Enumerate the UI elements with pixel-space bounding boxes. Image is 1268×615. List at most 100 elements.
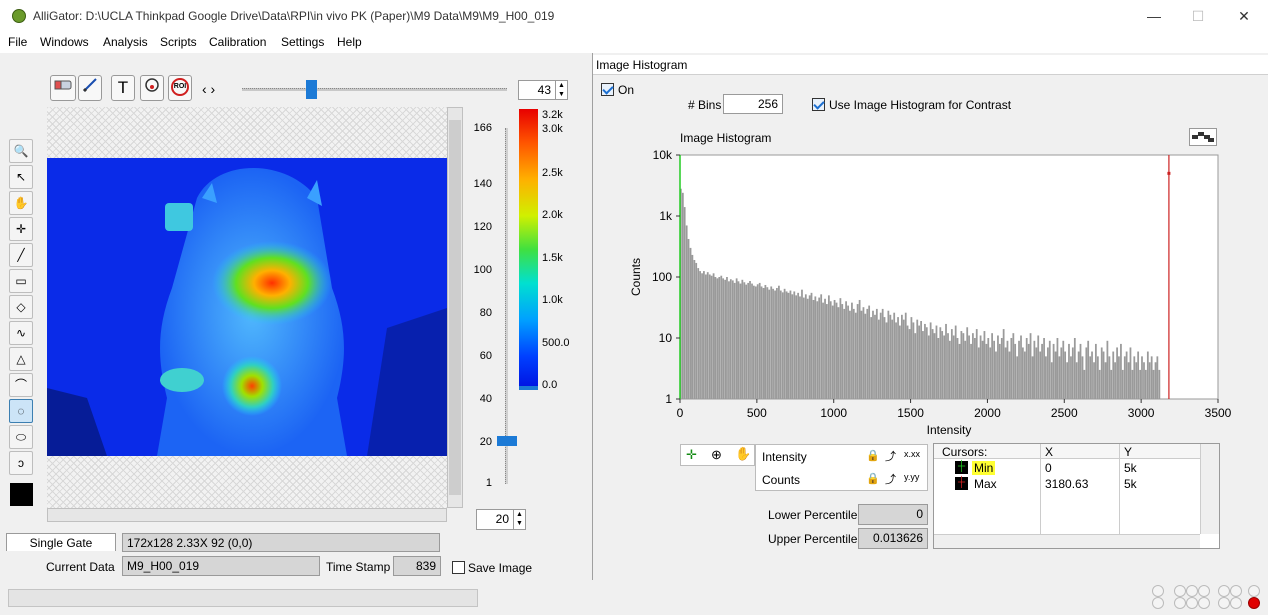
histogram-bar xyxy=(1045,356,1047,399)
tab-single-gate[interactable]: Single Gate xyxy=(6,533,116,551)
cursor-table[interactable]: Cursors: X Y ┼ Min 0 5k ┼ Max 3180.63 5k xyxy=(933,443,1220,549)
histogram-bar xyxy=(1150,356,1153,399)
freeform-roi-tool-button[interactable]: ◌ xyxy=(9,399,33,423)
hand-tool-button[interactable]: ✋ xyxy=(9,191,33,215)
histogram-bar xyxy=(920,321,922,399)
menu-analysis[interactable]: Analysis xyxy=(103,35,148,49)
diamond-tool-button[interactable]: ◇ xyxy=(9,295,33,319)
stethoscope-button[interactable] xyxy=(140,75,164,101)
histogram-bar xyxy=(1137,351,1140,399)
pen-button[interactable] xyxy=(78,75,102,101)
zoom-icon: 🔍 xyxy=(13,144,29,158)
gate-slider-thumb[interactable] xyxy=(497,436,517,446)
current-data-field: M9_H00_019 xyxy=(122,556,320,576)
histogram-bar xyxy=(1008,351,1011,399)
status-led-icon xyxy=(1198,597,1210,609)
gate-spinner[interactable]: ▲ ▼ xyxy=(513,510,525,529)
histogram-bar xyxy=(939,327,942,399)
menu-windows[interactable]: Windows xyxy=(40,35,89,49)
close-button[interactable]: ✕ xyxy=(1238,8,1250,24)
lock-icon[interactable]: 🔒 xyxy=(866,473,880,485)
histogram-bar xyxy=(851,302,853,399)
rectangle-tool-button[interactable]: ▭ xyxy=(9,269,33,293)
eraser-button[interactable] xyxy=(50,75,76,101)
histogram-bar xyxy=(681,192,684,399)
frame-slider-thumb[interactable] xyxy=(306,80,317,99)
panel-splitter[interactable] xyxy=(592,53,593,580)
fluorescence-image[interactable] xyxy=(47,158,447,456)
color-swatch[interactable] xyxy=(10,483,33,506)
gate-slider-track[interactable] xyxy=(505,128,508,484)
histogram-bar xyxy=(862,307,865,399)
histogram-plot[interactable]: 1 10 100 1k 10k 0 500 1000 1500 2000 2500 3000 3500 I… xyxy=(600,145,1240,445)
menu-calibration[interactable]: Calibration xyxy=(209,35,267,49)
maximize-button[interactable]: ☐ xyxy=(1191,8,1205,24)
histogram-bar xyxy=(841,304,844,399)
histogram-bar xyxy=(735,278,738,399)
menu-settings[interactable]: Settings xyxy=(281,35,325,49)
histogram-bar xyxy=(787,292,790,399)
minimize-button[interactable]: — xyxy=(1147,8,1161,24)
bins-input[interactable]: 256 xyxy=(723,94,783,114)
pan-tool-icon[interactable]: ✋ xyxy=(735,446,752,461)
min-cursor-x: 0 xyxy=(1045,461,1052,475)
autoscale-y-icon[interactable]: ⤴ xyxy=(885,474,896,486)
prev-next-arrows[interactable]: ‹ › xyxy=(202,81,216,97)
legend-counts: Counts xyxy=(762,473,801,487)
histogram-bar xyxy=(1091,351,1093,399)
min-cursor-icon[interactable]: ┼ xyxy=(955,461,968,474)
histogram-bar xyxy=(1071,347,1074,399)
curve-tool-button[interactable]: ⌒ xyxy=(9,373,33,397)
histogram-bar xyxy=(1081,356,1084,399)
max-cursor-name[interactable]: Max xyxy=(974,477,997,491)
autoscale-x-icon[interactable]: ⤴ xyxy=(885,451,896,463)
scrollbar-thumb[interactable] xyxy=(449,120,461,495)
format-y-label[interactable]: y.yy xyxy=(904,472,920,482)
histogram-bar xyxy=(1041,343,1043,399)
spiral-tool-button[interactable]: ↄ xyxy=(9,451,33,475)
histogram-bar xyxy=(885,322,888,399)
polygon-tool-button[interactable]: △ xyxy=(9,347,33,371)
use-hist-contrast-checkbox[interactable] xyxy=(812,98,825,111)
image-vertical-scrollbar[interactable] xyxy=(447,107,463,508)
ellipse-tool-button[interactable]: ⬭ xyxy=(9,425,33,449)
cursor-table-hscroll[interactable] xyxy=(934,534,1200,548)
histogram-bar xyxy=(970,343,972,399)
arrow-tool-button[interactable]: ↖ xyxy=(9,165,33,189)
time-stamp-field: 839 xyxy=(393,556,441,576)
slider-tick-label: 1 xyxy=(485,477,492,489)
menu-scripts[interactable]: Scripts xyxy=(160,35,197,49)
histogram-bar xyxy=(812,299,815,399)
menu-file[interactable]: File xyxy=(8,35,28,49)
histogram-bar xyxy=(1127,362,1130,399)
max-cursor-icon[interactable]: ┼ xyxy=(955,477,968,490)
plot-palette-button[interactable] xyxy=(1189,128,1217,146)
crosshair-tool-icon[interactable]: ✛ xyxy=(686,447,697,462)
freehand-tool-button[interactable]: ∿ xyxy=(9,321,33,345)
lock-icon[interactable]: 🔒 xyxy=(866,450,880,462)
frame-slider-track[interactable] xyxy=(242,88,507,91)
image-horizontal-scrollbar[interactable] xyxy=(47,508,447,522)
histogram-bar xyxy=(1012,333,1015,399)
histogram-on-checkbox[interactable] xyxy=(601,83,614,96)
crosshair-tool-button[interactable]: ✛ xyxy=(9,217,33,241)
min-cursor-name[interactable]: Min xyxy=(972,461,996,475)
colorscale-tick-label: 2.5k xyxy=(542,167,563,179)
colorscale-tick-label: 1.5k xyxy=(542,252,563,264)
x-header: X xyxy=(1045,445,1054,459)
histogram-bar xyxy=(1096,356,1099,399)
line-tool-button[interactable]: ╱ xyxy=(9,243,33,267)
roi-button[interactable]: ROI xyxy=(168,75,192,101)
histogram-bar xyxy=(925,327,928,399)
format-x-label[interactable]: x.xx xyxy=(904,449,921,459)
x-tick-label: 500 xyxy=(747,406,767,420)
histogram-bar xyxy=(870,317,873,399)
zoom-tool-icon[interactable]: ⊕ xyxy=(711,447,722,462)
text-tool-button[interactable]: T xyxy=(111,75,135,101)
save-image-checkbox[interactable] xyxy=(452,561,465,574)
zoom-tool-button[interactable]: 🔍 xyxy=(9,139,33,163)
cursor-table-vscroll[interactable] xyxy=(1200,444,1219,534)
menu-help[interactable]: Help xyxy=(337,35,362,49)
probe-icon xyxy=(145,78,159,92)
frame-spinner[interactable]: ▲ ▼ xyxy=(555,81,567,99)
